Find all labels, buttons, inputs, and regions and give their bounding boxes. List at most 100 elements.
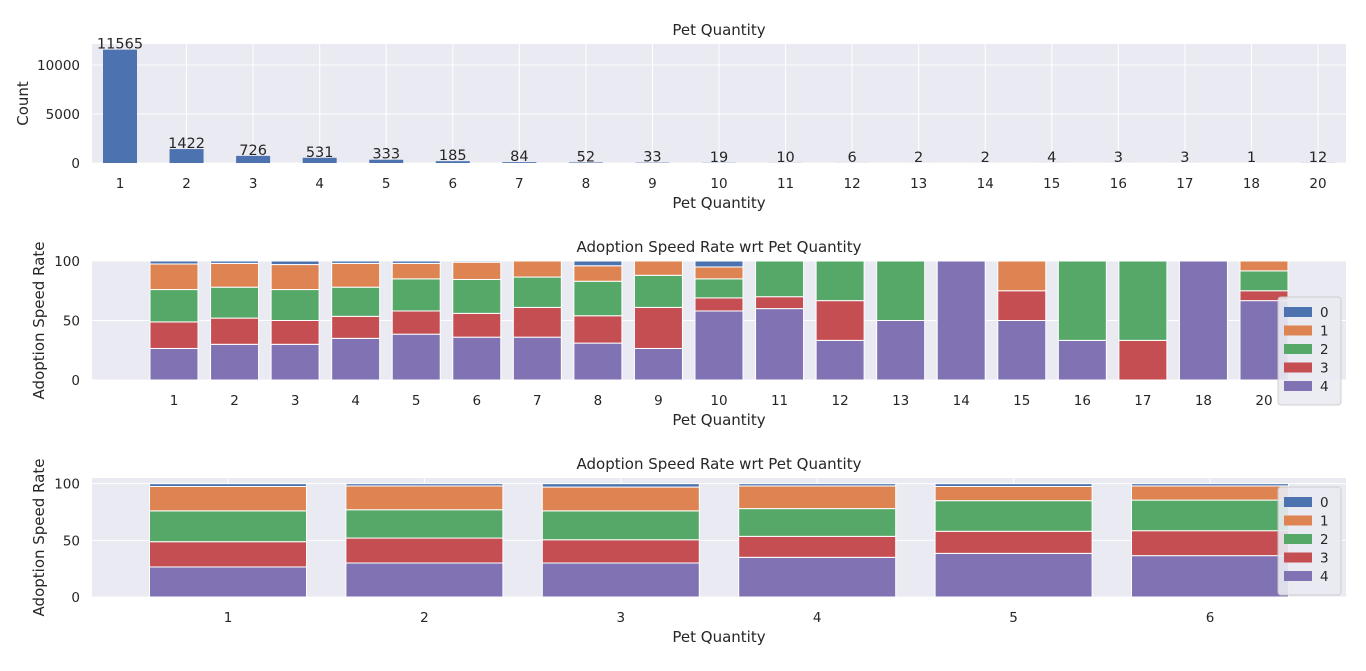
bar-segment-speed-4 [331, 337, 381, 381]
bar-segment-speed-0 [1131, 483, 1289, 487]
x-tick-label: 20 [1309, 176, 1326, 192]
y-tick-label: 0 [71, 156, 80, 172]
legend-label: 0 [1320, 305, 1329, 321]
x-tick-label: 16 [1110, 176, 1127, 192]
bar-segment-speed-1 [270, 264, 320, 291]
x-tick-label: 13 [892, 393, 909, 409]
legend-label: 2 [1320, 532, 1329, 548]
legend-label: 3 [1320, 551, 1329, 567]
x-tick-label: 9 [654, 393, 663, 409]
bar-segment-speed-4 [573, 342, 623, 381]
bar-segment-speed-2 [391, 278, 441, 312]
bar-segment-speed-3 [541, 539, 700, 564]
y-tick-label: 0 [71, 590, 80, 606]
data-label: 10 [776, 150, 794, 166]
data-label: 2 [981, 150, 990, 166]
x-tick-label: 12 [844, 176, 861, 192]
bar-segment-speed-2 [633, 274, 683, 308]
legend-swatch [1284, 344, 1312, 354]
bar-segment-speed-2 [149, 289, 199, 323]
bar-segment-speed-3 [1131, 530, 1289, 557]
bar-segment-speed-2 [738, 508, 897, 537]
bar-segment-speed-2 [270, 289, 320, 321]
x-tick-label: 7 [515, 176, 524, 192]
bar-segment-speed-0 [270, 260, 320, 266]
data-label: 185 [439, 148, 467, 164]
x-tick-label: 9 [648, 176, 657, 192]
bar-segment-speed-1 [1131, 485, 1289, 501]
x-tick-label: 16 [1074, 393, 1091, 409]
x-tick-label: 5 [412, 393, 421, 409]
x-tick-label: 11 [777, 176, 794, 192]
bar-segment-speed-0 [934, 483, 1093, 487]
y-tick-labels: 0 50 100 [54, 477, 80, 606]
legend-swatch [1284, 515, 1312, 526]
x-tick-label: 17 [1176, 176, 1193, 192]
x-tick-label: 18 [1195, 393, 1212, 409]
bar-segment-speed-2 [331, 286, 381, 317]
x-tick-label: 2 [230, 393, 239, 409]
data-label: 2 [914, 150, 923, 166]
bar-segment-speed-1 [331, 262, 381, 288]
bar-segment-speed-2 [1118, 260, 1168, 341]
data-label: 4 [1047, 150, 1056, 166]
y-tick-labels: 0 5000 10000 [37, 58, 80, 172]
x-tick-label: 1 [224, 610, 233, 626]
data-label: 1 [1247, 150, 1256, 166]
x-tick-label: 15 [1013, 393, 1030, 409]
bar-segment-speed-0 [573, 260, 623, 267]
y-axis-label: Adoption Speed Rate [30, 242, 48, 400]
x-tick-label: 6 [1206, 610, 1215, 626]
x-tick-label: 2 [182, 176, 191, 192]
legend-swatch [1284, 497, 1312, 507]
x-tick-label: 18 [1243, 176, 1260, 192]
bar [568, 162, 603, 163]
legend-swatch [1284, 307, 1312, 317]
bar-segment-speed-0 [541, 483, 700, 488]
y-axis-label: Adoption Speed Rate [30, 459, 48, 617]
bar-segment-speed-4 [694, 310, 744, 381]
x-tick-label: 8 [594, 393, 603, 409]
x-tick-label: 20 [1255, 393, 1272, 409]
x-tick-label: 6 [472, 393, 481, 409]
y-tick-label: 50 [63, 533, 80, 549]
legend-swatch [1284, 552, 1312, 563]
bar-segment-speed-1 [997, 260, 1047, 292]
bar-segment-speed-4 [876, 320, 926, 381]
x-tick-labels: 1 2 3 4 5 6 7 8 9 10 11 12 13 14 15 16 17 18 20 [170, 393, 1273, 409]
x-tick-label: 1 [170, 393, 179, 409]
bar-segment-speed-4 [149, 566, 307, 598]
bar-segment-speed-3 [815, 300, 865, 341]
data-label: 52 [577, 149, 595, 165]
bar-segment-speed-1 [738, 485, 897, 510]
data-label: 1422 [168, 136, 205, 152]
bar-segment-speed-1 [1239, 260, 1289, 272]
x-tick-label: 10 [710, 176, 727, 192]
y-tick-labels: 0 50 100 [54, 254, 80, 389]
bar [169, 149, 204, 163]
data-label: 11565 [97, 37, 143, 53]
x-tick-label: 1 [116, 176, 125, 192]
bar-segment-speed-2 [876, 260, 926, 321]
legend-label: 2 [1320, 342, 1329, 358]
bar-segment-speed-1 [934, 486, 1093, 502]
bar-segment-speed-4 [1178, 260, 1228, 381]
x-tick-label: 14 [953, 393, 970, 409]
bar [369, 159, 404, 163]
stacked-bars [149, 260, 1289, 381]
x-tick-label: 4 [351, 393, 360, 409]
data-label: 6 [847, 150, 856, 166]
bar-segment-speed-3 [391, 310, 441, 335]
legend: 0 1 2 3 4 [1277, 296, 1342, 406]
bar-segment-speed-2 [1239, 270, 1289, 292]
x-tick-labels: 1 2 3 4 5 6 7 8 9 10 11 12 13 14 15 16 17 18 20 [116, 176, 1327, 192]
legend-swatch [1284, 381, 1312, 391]
bar-segment-speed-3 [633, 306, 683, 349]
y-tick-label: 0 [71, 373, 80, 389]
legend-label: 4 [1320, 569, 1329, 585]
x-tick-label: 4 [813, 610, 822, 626]
adoption-speed-low-quantities-chart: 1 2 3 4 5 6 0 50 100 0 1 2 3 4 Adoption Speed Rate … [30, 455, 1346, 646]
bars [103, 49, 1335, 163]
bar-segment-speed-2 [452, 278, 502, 314]
